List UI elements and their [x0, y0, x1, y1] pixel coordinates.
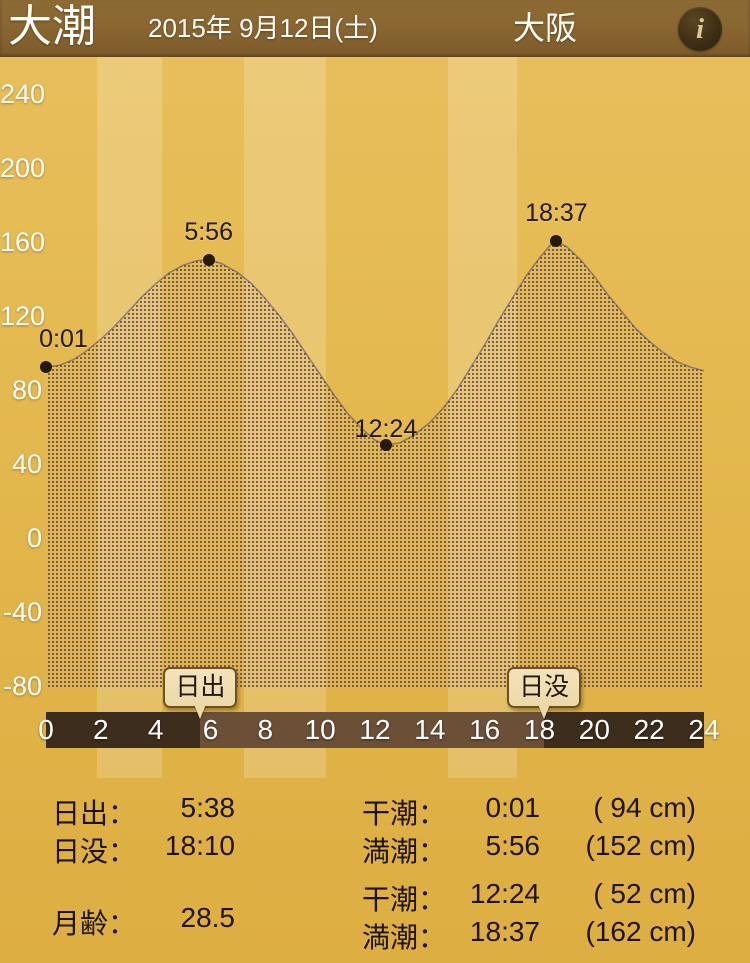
hour-axis-bar: [46, 712, 704, 748]
y-axis-tick: 80: [11, 375, 42, 405]
x-axis-tick: 2: [93, 714, 109, 745]
tide-row-time: 0:01: [485, 792, 541, 823]
tide-extreme-dot: [550, 235, 563, 248]
x-axis-tick: 18: [523, 714, 556, 745]
tide-chart: 240 200 160 120 80 40 0 -40 -80 0:01 5:56 12:24 18:…: [0, 57, 750, 778]
tide-extreme-time-label: 0:01: [39, 325, 88, 354]
x-axis-tick: 8: [257, 714, 274, 745]
tide-extreme-dot: [379, 438, 392, 451]
summary-left-label: 日没：: [52, 836, 137, 867]
summary-left-value: 18:10: [164, 830, 235, 861]
tide-row-level: (152 cm): [585, 830, 696, 861]
tide-extreme-time-label: 5:56: [184, 217, 233, 246]
y-axis-tick: 240: [0, 79, 46, 109]
date-label: 2015年 9月12日(土): [148, 13, 378, 43]
tide-row-label: 干潮：: [362, 798, 447, 829]
x-axis-tick: 12: [359, 714, 391, 745]
axis-night-segment: [46, 712, 201, 748]
sunset-marker-label: 日没: [507, 667, 582, 708]
tide-row-time: 12:24: [469, 878, 540, 909]
tide-row-label: 満潮：: [362, 922, 447, 953]
tide-row-level: ( 94 cm): [593, 792, 696, 823]
tide-extreme-dot: [40, 361, 53, 374]
y-axis-tick: 120: [0, 301, 46, 331]
tide-row-label: 満潮：: [362, 836, 447, 867]
y-axis-tick: -80: [2, 671, 42, 701]
x-axis-tick: 20: [578, 714, 610, 745]
sunrise-marker-label: 日出: [163, 667, 238, 708]
x-axis-tick: 6: [202, 714, 219, 745]
sunrise-marker-pointer: [194, 704, 207, 719]
tide-row-label: 干潮：: [362, 884, 447, 915]
tide-curve-plot: [46, 240, 705, 690]
tide-row-level: ( 52 cm): [593, 878, 696, 909]
x-axis-tick: 14: [414, 714, 446, 745]
tide-extreme-time-label: 18:37: [525, 199, 588, 228]
location-label: 大阪: [513, 10, 578, 46]
tide-kind-title: 大潮: [8, 2, 96, 51]
summary-left-label: 日出：: [52, 798, 137, 829]
tide-area-fill: [46, 241, 704, 690]
info-icon-glyph: i: [695, 13, 705, 45]
tide-row-level: (162 cm): [585, 916, 696, 947]
tide-row-time: 5:56: [485, 830, 541, 861]
x-axis-tick: 22: [633, 714, 665, 745]
axis-night-segment: [544, 712, 704, 748]
sunset-marker-pointer: [538, 704, 551, 719]
tide-curve-line: [46, 240, 705, 446]
x-axis-tick: 16: [469, 714, 501, 745]
summary-left-value: 28.5: [180, 902, 236, 933]
x-axis-tick: 24: [688, 714, 720, 745]
y-axis-tick: 200: [0, 153, 46, 183]
x-axis-tick: 4: [147, 714, 164, 745]
tide-row-time: 18:37: [469, 916, 540, 947]
y-axis-tick: 40: [11, 449, 42, 479]
app-header: 大潮 2015年 9月12日(土) 大阪 i: [0, 0, 750, 57]
tide-extreme-time-label: 12:24: [354, 414, 418, 443]
tide-extreme-dot: [202, 253, 215, 266]
summary-left-value: 5:38: [180, 792, 236, 823]
x-axis-tick: 10: [304, 714, 336, 745]
x-axis-tick: 0: [38, 714, 54, 745]
summary-panel: 日出： 5:38 日没： 18:10 月齢： 28.5 干潮： 0:01 ( 94 cm) 満潮…: [0, 778, 750, 963]
y-axis-tick: 0: [26, 523, 42, 553]
y-axis-tick: 160: [0, 227, 46, 257]
summary-left-label: 月齢：: [52, 908, 137, 939]
y-axis-tick: -40: [2, 597, 42, 627]
info-icon[interactable]: i: [678, 7, 722, 51]
